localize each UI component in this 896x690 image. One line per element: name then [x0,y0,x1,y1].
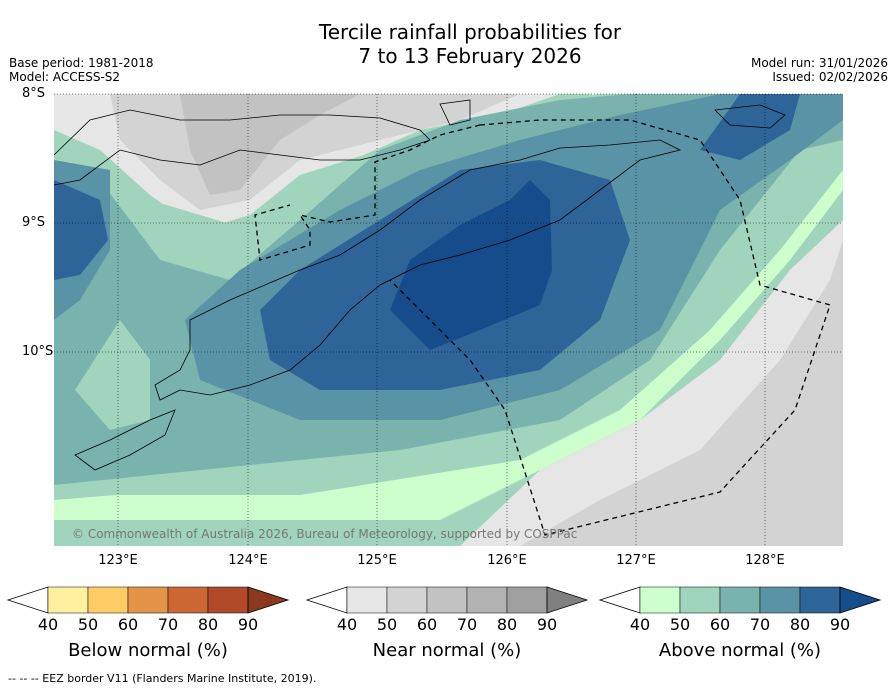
lon-label-123e: 123°E [98,553,138,568]
near-normal-north-core [180,94,360,195]
above-90-west [54,180,108,280]
title-line-2: 7 to 13 February 2026 [358,44,582,68]
above-70-patch-west [75,320,150,430]
colorbars [6,586,882,614]
eez-timor-leste [389,119,831,536]
colorbar-tick-label: 50 [77,615,99,634]
probability-field [54,94,843,546]
colorbar-segment [47,586,89,614]
lon-label-126e: 126°E [487,553,527,568]
colorbar-title: Below normal (%) [68,640,228,661]
colorbar-tick-label: 80 [197,615,219,634]
coast-atauro [439,99,471,126]
model-name: Model: ACCESS-S2 [9,70,121,84]
colorbar-tick-label: 40 [37,615,59,634]
colorbar-tick-label: 90 [536,615,558,634]
colorbar-low-extension [6,586,49,614]
colorbar-high-extension [839,586,882,614]
colorbar-high-extension [546,586,589,614]
colorbar-high-extension [247,586,290,614]
base-period: Base period: 1981-2018 [9,56,154,70]
coastlines [53,99,786,471]
colorbar-tick-label: 70 [749,615,771,634]
colorbar-low-extension [598,586,641,614]
colorbar-tick-label: 60 [709,615,731,634]
lon-label-125e: 125°E [357,553,397,568]
colorbar-segment [639,586,681,614]
colorbar-tick-label: 50 [376,615,398,634]
colorbar-tick-label: 40 [336,615,358,634]
colorbar-segment [466,586,508,614]
colorbar-tick-label: 90 [237,615,259,634]
colorbar-segment [426,586,468,614]
lon-label-128e: 128°E [745,553,785,568]
colorbar-segment [127,586,169,614]
colorbar-segment [679,586,721,614]
colorbar-segment [386,586,428,614]
map-title: Tercile rainfall probabilities for 7 to … [0,20,896,68]
lat-label-9s: 9°S [22,215,46,230]
model-run: Model run: 31/01/2026 [750,56,888,70]
meta-right: Model run: 31/01/2026 Issued: 02/02/2026 [751,56,888,84]
colorbar-tick-label: 80 [496,615,518,634]
colorbar-tick-label: 60 [117,615,139,634]
colorbar-segment [207,586,249,614]
title-line-1: Tercile rainfall probabilities for [318,20,622,44]
colorbar-tick-label: 90 [829,615,851,634]
colorbar-title: Near normal (%) [372,640,522,661]
lat-label-10s: 10°S [22,344,54,359]
colorbar-tick-label: 60 [416,615,438,634]
coast-wetar [714,104,786,129]
coast-rote [74,409,176,471]
above-90-northeast [700,94,800,160]
graticule [54,93,843,546]
colorbar-low-extension [305,586,348,614]
colorbar-segment [167,586,209,614]
copyright-notice: © Commonwealth of Australia 2026, Bureau… [72,527,578,541]
colorbar-segment [346,586,388,614]
issued-date: Issued: 02/02/2026 [772,70,888,84]
colorbar-segment [719,586,761,614]
colorbar-tick-label: 70 [456,615,478,634]
above-max-core [390,180,552,350]
lat-label-8s: 8°S [22,86,46,101]
colorbar-segment [799,586,841,614]
colorbar-title: Above normal (%) [658,640,822,661]
above-50-band [54,94,843,520]
colorbar-tick-label: 80 [789,615,811,634]
eez-borders [254,119,831,536]
coast-north-islands [53,109,431,186]
colorbar-tick-label: 40 [629,615,651,634]
colorbar-segment [87,586,129,614]
near-normal-southeast-inner [520,240,843,546]
meta-left: Base period: 1981-2018 Model: ACCESS-S2 [9,56,154,84]
colorbar-segment [759,586,801,614]
lon-label-127e: 127°E [616,553,656,568]
colorbar-tick-label: 70 [157,615,179,634]
eez-north-segment [254,124,481,261]
colorbar-tick-label: 50 [669,615,691,634]
coast-timor [154,139,682,401]
colorbar-segment [506,586,548,614]
eez-footnote: -- -- -- EEZ border V11 (Flanders Marine… [8,672,317,685]
lon-label-124e: 124°E [228,553,268,568]
